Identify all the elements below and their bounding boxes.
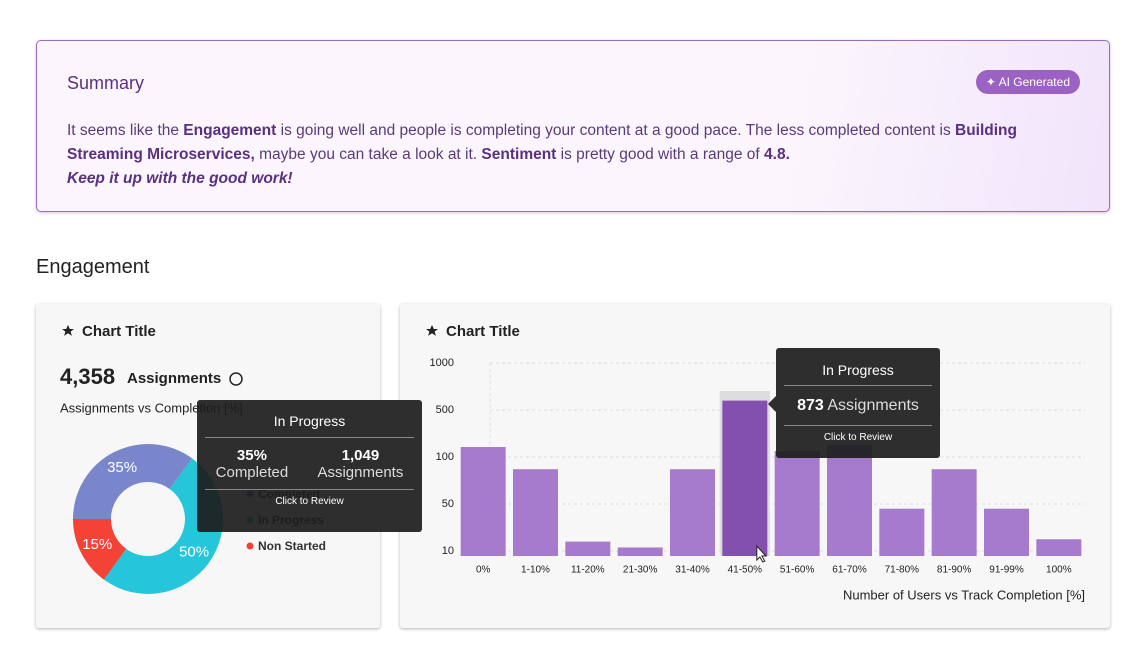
summary-span: is going well and people is completing y… <box>276 122 955 139</box>
summary-title: Summary <box>67 73 145 93</box>
summary-span: is pretty good with a range of <box>556 146 765 163</box>
slice-label: 50% <box>179 543 209 560</box>
star-icon <box>426 325 438 336</box>
donut-tooltip[interactable]: In Progress 35% Completed 1,049 Assignment… <box>197 400 422 532</box>
bar <box>774 451 820 556</box>
bar <box>512 469 559 556</box>
x-tick-label: 0% <box>476 565 491 576</box>
donut-slice <box>73 519 127 580</box>
x-axis-label: Number of Users vs Track Completion [%] <box>843 587 1085 602</box>
x-tick-label: 41-50% <box>728 565 763 576</box>
tooltip-value: 35% <box>236 447 267 464</box>
x-tick-label: 11-20% <box>571 565 605 576</box>
bar <box>983 508 1030 556</box>
tooltip-value: 873 <box>797 397 824 414</box>
summary-bold: Engagement <box>183 122 277 139</box>
ai-badge: ✦ AI Generated <box>975 70 1080 94</box>
help-icon <box>229 372 243 386</box>
bar <box>460 447 506 556</box>
bar-card: Chart Title 10 50 100 500 1000 0% 1-10% 11-20% 21… <box>400 304 1110 628</box>
x-tick-label: 61-70% <box>832 565 867 576</box>
donut-slice <box>73 444 193 519</box>
x-tick-label: 91-99% <box>989 565 1024 576</box>
kpi-label: Assignments <box>127 370 221 387</box>
x-tick-label: 81-90% <box>937 565 972 576</box>
tooltip-title: In Progress <box>273 413 346 429</box>
bar <box>565 541 611 556</box>
summary-bold: Sentiment <box>481 146 557 163</box>
chart-title: Chart Title <box>82 323 156 340</box>
x-tick-label: 51-60% <box>780 565 815 576</box>
summary-bold: Building Streaming Microservices, <box>67 122 1017 163</box>
tooltip-value: 1,049 <box>341 447 380 464</box>
donut-slice <box>103 458 223 594</box>
y-tick-label: 100 <box>436 451 454 463</box>
tooltip-action[interactable]: Click to Review <box>275 496 344 507</box>
legend-label: Non Started <box>258 539 326 553</box>
legend-dot <box>246 542 254 550</box>
summary-span: It seems like the <box>67 122 184 139</box>
y-tick-label: 1000 <box>430 357 454 369</box>
tooltip-label: Completed <box>215 464 289 481</box>
summary-span: maybe you can take a look at it. <box>254 146 482 163</box>
bar-tooltip[interactable]: In Progress 873 Assignments Click to Rev… <box>768 348 940 458</box>
y-tick-label: 500 <box>436 404 454 416</box>
x-tick-label: 1-10% <box>521 565 550 576</box>
x-tick-label: 71-80% <box>885 565 920 576</box>
slice-label: 15% <box>82 536 112 553</box>
summary-bold: 4.8. <box>764 146 790 163</box>
bar <box>931 469 977 556</box>
chart-title: Chart Title <box>446 323 520 340</box>
bar <box>826 445 873 556</box>
y-tick-label: 10 <box>442 545 454 557</box>
tooltip-label: Assignments <box>827 397 919 414</box>
bar <box>722 400 768 556</box>
star-icon <box>62 325 74 336</box>
x-tick-label: 21-30% <box>623 565 658 576</box>
slice-label: 35% <box>107 459 137 476</box>
bar <box>1036 539 1082 556</box>
x-tick-label: 31-40% <box>675 565 710 576</box>
summary-card: Summary ✦ AI Generated It seems like the… <box>36 40 1110 212</box>
tooltip-pointer <box>768 396 776 412</box>
bar <box>879 508 925 556</box>
x-tick-label: 100% <box>1046 565 1072 576</box>
badge-text: AI Generated <box>998 75 1070 89</box>
bar-chart: Chart Title 10 50 100 500 1000 0% 1-10% 11-20% 21… <box>426 323 1085 602</box>
closing: Keep it up with the good work! <box>67 170 293 187</box>
summary-text: It seems like the Engagement is going we… <box>67 119 1077 191</box>
tooltip-action[interactable]: Click to Review <box>823 432 893 443</box>
tooltip-title: In Progress <box>822 362 894 378</box>
section-heading: Engagement <box>36 256 150 278</box>
bar <box>669 469 716 556</box>
kpi-value: 4,358 <box>60 364 115 389</box>
tooltip-label: Assignments <box>317 464 404 481</box>
bar <box>617 547 663 556</box>
cursor-icon <box>756 544 767 563</box>
y-tick-label: 50 <box>442 498 454 510</box>
